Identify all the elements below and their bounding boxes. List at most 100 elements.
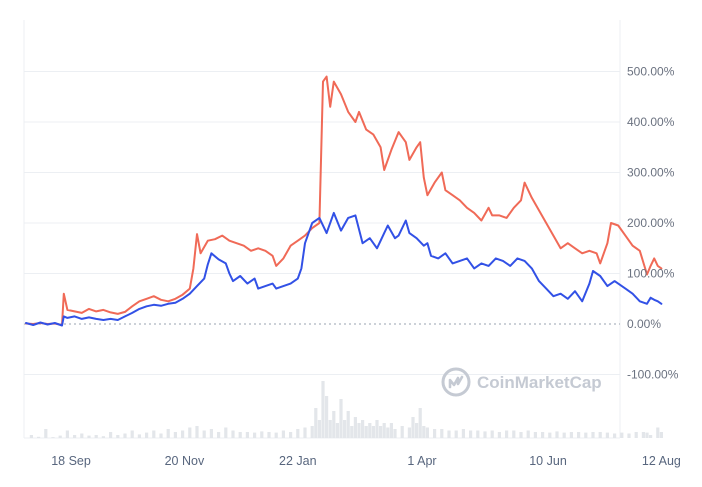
volume-bar — [634, 432, 638, 438]
volume-bar — [159, 433, 163, 438]
volume-bar — [65, 430, 69, 438]
volume-bars — [29, 381, 663, 438]
volume-bar — [314, 408, 318, 438]
volume-bar — [659, 432, 663, 438]
volume-bar — [281, 430, 285, 438]
volume-bar — [418, 408, 422, 438]
volume-bar — [321, 381, 325, 438]
volume-bar — [497, 432, 501, 438]
volume-bar — [627, 433, 631, 438]
volume-bar — [490, 430, 494, 438]
volume-bar — [350, 426, 354, 438]
volume-bar — [555, 431, 559, 438]
volume-bar — [217, 432, 221, 438]
volume-bar — [245, 432, 249, 438]
y-axis-ticks: 500.00% 400.00% 300.00% 200.00% 100.00% 0.00%… — [627, 65, 679, 382]
x-tick-label: 22 Jan — [279, 454, 317, 468]
volume-bar — [343, 420, 347, 438]
volume-bar — [433, 429, 437, 438]
volume-bar — [94, 435, 98, 438]
volume-bar — [274, 432, 278, 438]
volume-bar — [173, 432, 177, 438]
volume-bar — [598, 432, 602, 438]
volume-bar — [415, 423, 419, 438]
x-axis-ticks: 18 Sep 20 Nov 22 Jan 1 Apr 10 Jun 12 Aug — [51, 454, 681, 468]
volume-bar — [469, 430, 473, 438]
volume-bar — [386, 427, 390, 438]
volume-bar — [130, 430, 134, 438]
volume-bar — [577, 432, 581, 438]
series-lines — [25, 75, 663, 327]
volume-bar — [181, 430, 185, 438]
volume-bar — [379, 426, 383, 438]
volume-bar — [202, 430, 206, 438]
volume-bar — [328, 420, 332, 438]
x-tick-label: 18 Sep — [51, 454, 91, 468]
volume-bar — [368, 423, 372, 438]
volume-bar — [238, 432, 242, 438]
volume-bar — [645, 432, 649, 438]
volume-bar — [519, 432, 523, 438]
volume-bar — [389, 423, 393, 438]
coinmarketcap-logo-icon — [441, 367, 471, 397]
volume-bar — [325, 396, 329, 438]
volume-bar — [317, 420, 321, 438]
volume-bar — [505, 430, 509, 438]
volume-bar — [44, 429, 48, 438]
volume-bar — [332, 411, 336, 438]
volume-bar — [649, 435, 653, 438]
volume-bar — [440, 429, 444, 438]
volume-bar — [303, 427, 307, 438]
volume-bar — [476, 430, 480, 438]
volume-bar — [375, 420, 379, 438]
y-tick-label: 300.00% — [627, 166, 675, 180]
volume-bar — [116, 435, 120, 438]
volume-bar — [400, 426, 404, 438]
volume-bar — [422, 426, 426, 438]
volume-bar — [109, 432, 113, 438]
volume-bar — [562, 432, 566, 438]
volume-bar — [137, 434, 141, 438]
volume-bar — [461, 429, 465, 438]
volume-bar — [73, 435, 77, 438]
watermark-text: CoinMarketCap — [477, 373, 602, 392]
volume-bar — [357, 423, 361, 438]
volume-bar — [231, 430, 235, 438]
x-tick-label: 12 Aug — [642, 454, 681, 468]
volume-bar — [613, 433, 617, 438]
y-tick-label: -100.00% — [627, 368, 679, 382]
volume-bar — [123, 433, 127, 438]
volume-bar — [641, 432, 645, 438]
volume-bar — [371, 426, 375, 438]
volume-bar — [605, 432, 609, 438]
volume-bar — [101, 436, 105, 438]
volume-bar — [87, 435, 91, 438]
volume-bar — [512, 430, 516, 438]
volume-bar — [569, 432, 573, 438]
volume-bar — [353, 417, 357, 438]
volume-bar — [80, 433, 84, 438]
volume-bar — [209, 429, 213, 438]
x-tick-label: 20 Nov — [165, 454, 205, 468]
volume-bar — [289, 432, 293, 438]
volume-bar — [253, 432, 257, 438]
volume-bar — [267, 432, 271, 438]
volume-bar — [656, 427, 660, 438]
volume-bar — [454, 430, 458, 438]
volume-bar — [548, 432, 552, 438]
volume-bar — [382, 423, 386, 438]
volume-bar — [166, 429, 170, 438]
y-tick-label: 200.00% — [627, 216, 675, 230]
x-tick-label: 1 Apr — [407, 454, 436, 468]
series-line-2 — [25, 211, 663, 327]
x-tick-label: 10 Jun — [529, 454, 567, 468]
y-tick-label: 0.00% — [627, 317, 661, 331]
volume-bar — [483, 431, 487, 438]
volume-bar — [195, 426, 199, 438]
volume-bar — [533, 432, 537, 438]
volume-bar — [393, 429, 397, 438]
volume-bar — [152, 430, 156, 438]
volume-bar — [541, 432, 545, 438]
volume-bar — [310, 426, 314, 438]
